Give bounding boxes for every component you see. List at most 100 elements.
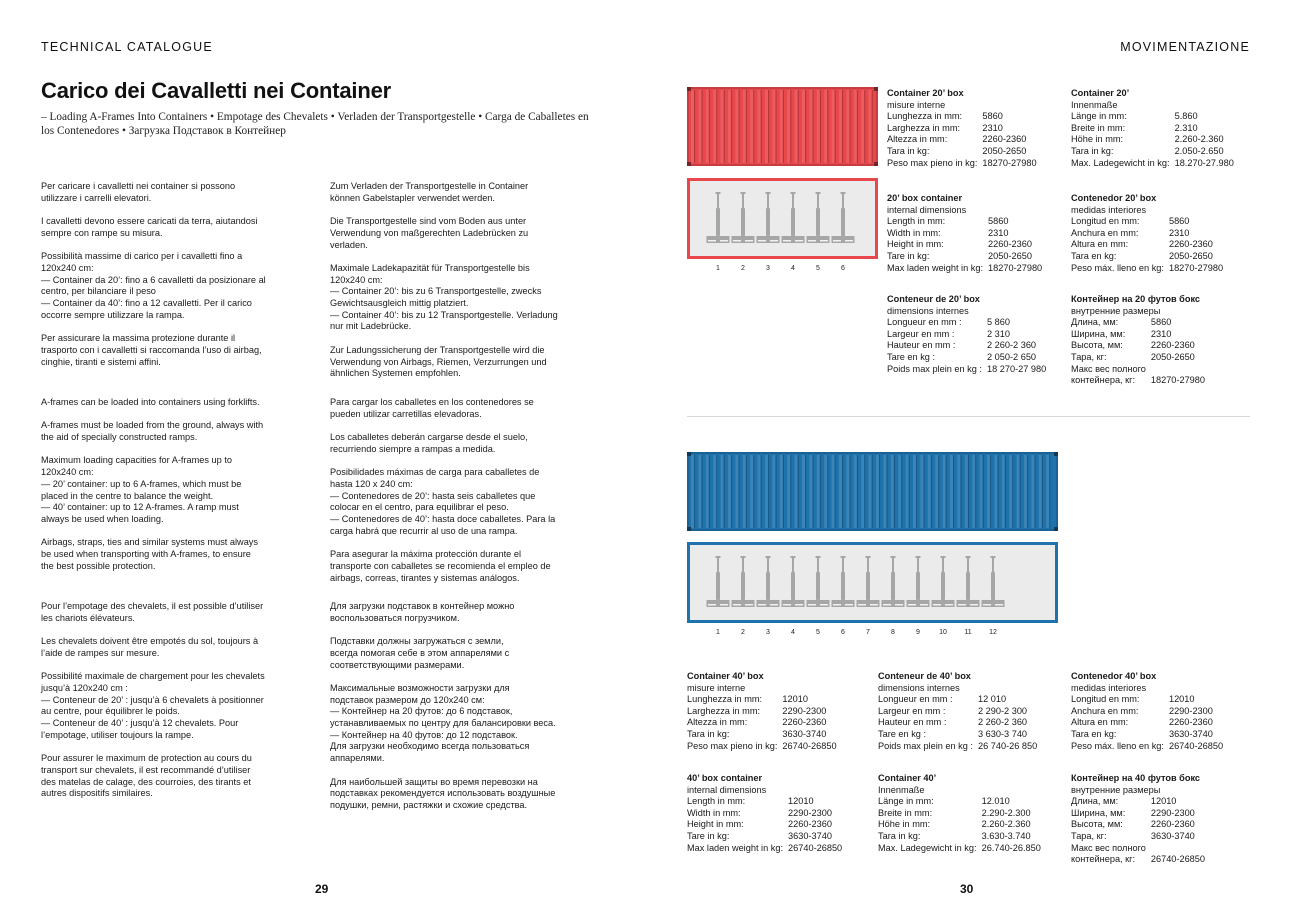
container-rib-shadow (694, 455, 696, 528)
container-rib-shadow (731, 90, 733, 163)
paragraph: Zur Ladungssicherung der Transportgestel… (330, 344, 547, 379)
spec-value: 26740-26850 (788, 842, 843, 853)
spec-title: Conteneur de 40’ box (878, 671, 971, 681)
corner-casting (687, 452, 691, 456)
position-number: 3 (766, 629, 770, 636)
spec-40-english: 40’ box container internal dimensions Leng… (687, 773, 842, 854)
spec-value: 12.010 (981, 796, 1010, 807)
corner-casting (687, 162, 691, 166)
spec-title: 20’ box container (887, 193, 963, 203)
container-rib-shadow (938, 455, 940, 528)
container-rib-shadow (960, 455, 962, 528)
spec-table: Longitud en mm: 12010 Anchura en mm: 2290-2… (1071, 694, 1223, 752)
a-frame-icon (856, 556, 880, 607)
position-number: 6 (841, 629, 845, 636)
spec-value: 2290-2300 (1150, 807, 1195, 818)
page-title: Carico dei Cavalletti nei Container (41, 78, 391, 103)
spec-value: 12010 (1168, 694, 1195, 705)
a-frame-icon (781, 556, 805, 607)
container-rib (913, 455, 917, 528)
paragraph: A-frames can be loaded into containers u… (41, 397, 260, 407)
container-20-illustration (687, 87, 878, 166)
container-rib (1024, 455, 1028, 528)
corner-casting (687, 527, 691, 531)
container-rib-shadow (805, 455, 807, 528)
spec-label: Tara in kg: (878, 830, 921, 841)
spec-20-russian: Контейнер на 20 футов бокс внутренние раз… (1071, 294, 1205, 387)
spec-label: Width in mm: (687, 807, 741, 818)
container-rib-shadow (997, 455, 999, 528)
spec-value: 2050-2650 (1168, 250, 1213, 261)
spec-label: Tara en kg: (1071, 250, 1117, 261)
spec-value: 5860 (982, 111, 1003, 122)
spec-value: 2050-2650 (988, 250, 1032, 261)
container-rib (802, 455, 806, 528)
spec-label: Высота, мм: (1071, 340, 1123, 351)
container-rib (831, 455, 835, 528)
spec-title: Container 40’ box (687, 671, 764, 681)
container-rib (1031, 455, 1035, 528)
container-rib-shadow (694, 90, 696, 163)
spec-title: Container 20’ box (887, 88, 964, 98)
spec-label: Tara in kg: (687, 728, 730, 739)
paragraph: Pour l’empotage des chevalets, il est po… (41, 601, 264, 623)
spec-value: 3630-3740 (1150, 830, 1195, 841)
spec-value: 2310 (1150, 328, 1172, 339)
spec-title: Contenedor 40’ box (1071, 671, 1157, 681)
container-rib (979, 455, 983, 528)
container-rib (698, 455, 702, 528)
spec-label: Тара, кг: (1071, 351, 1107, 362)
spec-label: Max. Ladegewicht in kg: (878, 842, 977, 853)
container-rib-shadow (834, 455, 836, 528)
spec-label: Longueur en mm : (878, 694, 953, 705)
container-rib-shadow (819, 455, 821, 528)
paragraph: Для загрузки подставок в контейнер можно… (330, 601, 515, 623)
spec-subtitle: medidas interiores (1071, 682, 1147, 693)
container-rib (698, 90, 702, 163)
spec-value: 5860 (1168, 216, 1190, 227)
spec-label: Breite in mm: (1071, 122, 1126, 133)
container-rib-shadow (738, 455, 740, 528)
spec-value: 3630-3740 (782, 728, 827, 739)
container-rib (868, 455, 872, 528)
section-divider (687, 416, 1250, 417)
paragraph: Maximum loading capacities for A-frames … (41, 455, 242, 524)
container-rib-shadow (819, 90, 821, 163)
spec-label: Max laden weight in kg: (687, 842, 784, 853)
container-rib-shadow (1019, 455, 1021, 528)
container-rib-shadow (827, 90, 829, 163)
container-rib (920, 455, 924, 528)
a-frame-icon (756, 192, 780, 243)
spec-label: Tare in kg: (687, 830, 730, 841)
spec-40-french: Conteneur de 40’ box dimensions internes L… (878, 671, 1037, 752)
container-rib-shadow (723, 90, 725, 163)
spec-title: Conteneur de 20’ box (887, 294, 980, 304)
paragraph: Максимальные возможности загрузки для по… (330, 682, 556, 764)
spec-label: Peso máx. lleno en kg: (1071, 740, 1164, 751)
spec-label: Peso max pieno in kg: (887, 157, 978, 168)
spec-20-italian: Container 20’ box misure interne Lunghezza… (887, 88, 1037, 169)
spec-20-spanish: Contenedor 20’ box medidas interiores Long… (1071, 193, 1223, 274)
spec-label: Tara in kg: (887, 145, 930, 156)
spec-label: Länge in mm: (878, 796, 934, 807)
spec-value: 3.630-3.740 (981, 830, 1031, 841)
spec-label: Largeur en mm : (887, 328, 955, 339)
container-rib-shadow (805, 90, 807, 163)
corner-casting (687, 87, 691, 91)
container-rib (720, 90, 724, 163)
spec-title: Контейнер на 40 футов бокс (1071, 773, 1201, 783)
container-rib (1038, 455, 1042, 528)
container-rib-shadow (834, 90, 836, 163)
paragraph: A-frames must be loaded from the ground,… (41, 420, 264, 443)
spec-label: Anchura en mm: (1071, 705, 1139, 716)
corner-casting (1054, 527, 1058, 531)
spec-value: 26.740-26.850 (981, 842, 1041, 853)
spec-value: 3630-3740 (1168, 728, 1213, 739)
container-rib-shadow (701, 455, 703, 528)
spec-table: Länge in mm: 12.010 Breite in mm: 2.290-2.3… (878, 796, 1041, 854)
container-rib-shadow (738, 90, 740, 163)
container-rib (1046, 455, 1050, 528)
container-rib (927, 455, 931, 528)
text-block-spanish: Para cargar los caballetes en los conten… (330, 397, 610, 596)
container-rib-shadow (708, 90, 710, 163)
